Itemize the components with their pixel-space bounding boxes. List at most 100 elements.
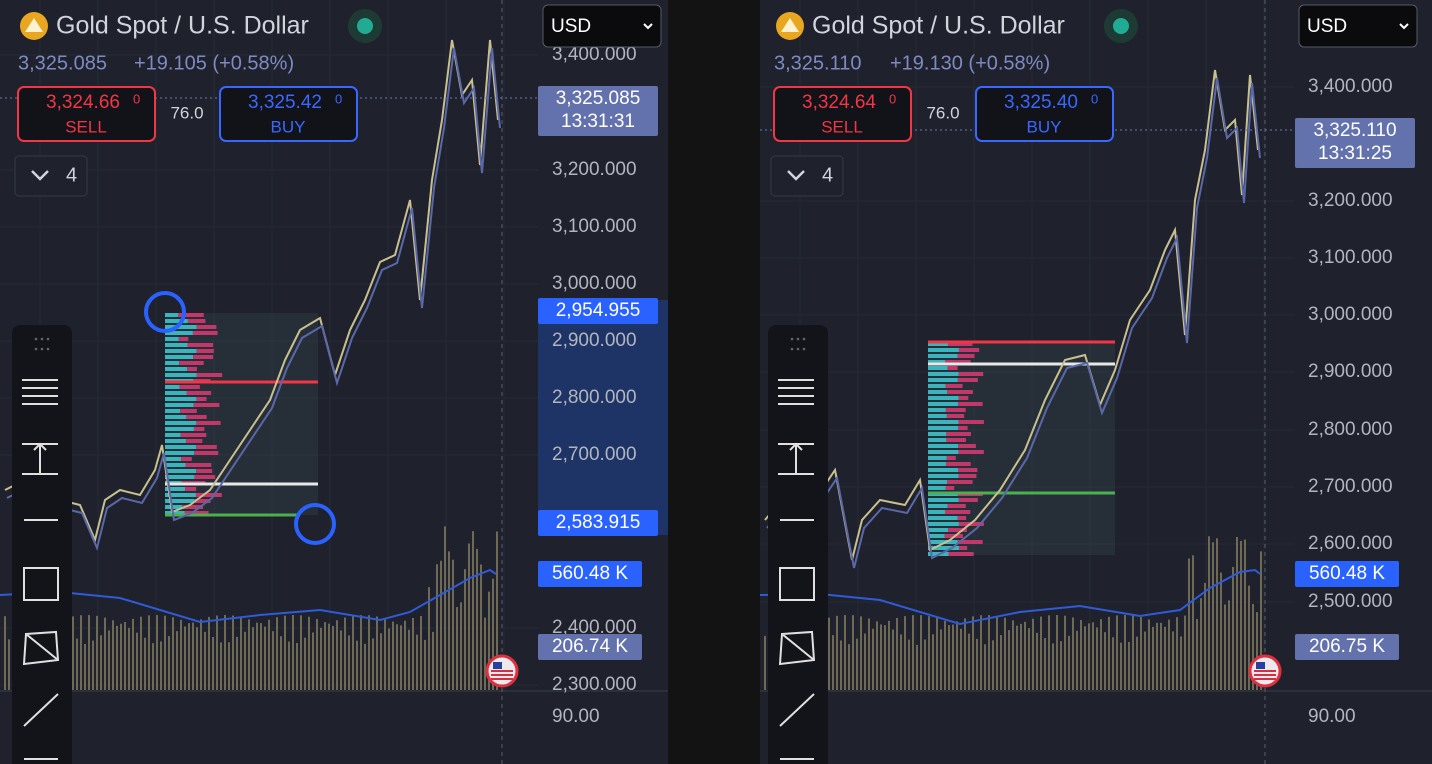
profile-row <box>196 373 223 377</box>
buy-label: BUY <box>271 117 306 136</box>
range-handle[interactable] <box>294 503 336 545</box>
profile-row <box>194 451 219 455</box>
toolbar-grip <box>796 347 800 351</box>
volume-tag <box>1295 634 1399 660</box>
profile-row <box>928 438 947 442</box>
price-tag-value: 3,325.110 <box>1313 120 1396 141</box>
profile-row <box>165 331 193 335</box>
buy-button[interactable] <box>975 86 1114 142</box>
profile-row <box>948 528 967 532</box>
axis-label: 3,000.000 <box>1308 304 1393 325</box>
profile-row <box>181 457 192 461</box>
currency-select[interactable] <box>1298 4 1418 48</box>
profile-row <box>187 367 197 371</box>
sell-label: SELL <box>65 117 107 136</box>
profile-row <box>165 421 197 425</box>
profile-row <box>165 409 181 413</box>
profile-row <box>928 474 959 478</box>
price-candles-shade <box>766 77 1261 569</box>
event-flag-stripe <box>1254 678 1276 680</box>
profile-row <box>196 349 214 353</box>
tool-fib[interactable] <box>22 379 58 405</box>
profile-row <box>928 486 946 490</box>
buy-button[interactable] <box>219 86 358 142</box>
profile-row <box>194 475 216 479</box>
axis-label: 3,000.000 <box>552 273 637 294</box>
drawing-toolbar <box>768 325 828 764</box>
profile-row <box>165 499 195 503</box>
profile-row <box>187 343 214 347</box>
axis-label: 90.00 <box>552 706 600 727</box>
profile-row <box>948 342 973 346</box>
volume-tag <box>538 561 642 587</box>
axis-label: 2,400.000 <box>552 617 637 638</box>
tool-fib[interactable] <box>778 379 814 405</box>
profile-row <box>186 415 207 419</box>
tool-position[interactable] <box>778 442 814 475</box>
profile-row <box>178 337 189 341</box>
profile-row <box>945 510 971 514</box>
axis-label: 2,600.000 <box>1308 533 1393 554</box>
profile-row <box>958 426 968 430</box>
profile-row <box>181 505 203 509</box>
quote-price: 3,325.110 <box>774 52 862 74</box>
drawing-toolbar <box>12 325 72 764</box>
range-tag-value: 2,954.955 <box>556 300 641 321</box>
chart-panel: 3,400.000 3,200.000 3,100.000 3,000.000 2,90… <box>759 0 1432 764</box>
profile-row <box>957 516 967 520</box>
sell-button[interactable] <box>773 86 912 142</box>
profile-row <box>165 415 187 419</box>
profile-row <box>185 439 203 443</box>
buy-pip: 0 <box>1091 91 1098 106</box>
axis-label: 2,900.000 <box>552 330 637 351</box>
volume-average <box>759 568 1261 626</box>
profile-row <box>958 498 978 502</box>
range-handle[interactable] <box>144 291 186 333</box>
profile-row <box>928 444 959 448</box>
profile-row <box>928 384 946 388</box>
currency-label: USD <box>551 16 591 37</box>
price-tag-time: 13:31:25 <box>1318 143 1392 164</box>
layers-button[interactable] <box>770 155 844 197</box>
sell-button[interactable] <box>17 86 156 142</box>
profile-row <box>196 421 221 425</box>
tool-rectangle[interactable] <box>779 567 815 601</box>
profile-row <box>180 409 197 413</box>
profile-row <box>948 552 974 556</box>
axis-label: 2,300.000 <box>552 674 637 695</box>
event-flag-canton <box>493 662 502 669</box>
tool-polygon[interactable] <box>22 630 60 666</box>
symbol-logo-mark <box>25 18 43 32</box>
profile-row <box>165 403 194 407</box>
axis-label: 3,400.000 <box>552 44 637 65</box>
price-candles <box>764 69 1259 561</box>
profile-row <box>958 444 976 448</box>
profile-row <box>947 390 973 394</box>
profile-row <box>928 498 959 502</box>
range-tag <box>538 298 658 324</box>
profile-row <box>947 504 966 508</box>
quote-change: +19.130 (+0.58%) <box>890 52 1050 74</box>
tool-position[interactable] <box>22 442 58 475</box>
tool-trend-line[interactable] <box>779 693 815 727</box>
axis-label: 2,700.000 <box>552 444 637 465</box>
profile-row <box>928 354 958 358</box>
profile-row <box>165 493 196 497</box>
tool-trend-line[interactable] <box>23 693 59 727</box>
tool-polygon[interactable] <box>778 630 816 666</box>
profile-row <box>165 505 182 509</box>
currency-select[interactable] <box>542 4 662 48</box>
buy-price: 3,325.42 <box>248 92 322 113</box>
profile-row <box>178 313 204 317</box>
axis-label: 3,100.000 <box>1308 247 1393 268</box>
profile-row <box>958 348 980 352</box>
event-flag-stripe <box>1254 670 1276 672</box>
profile-row <box>179 385 200 389</box>
tool-rectangle[interactable] <box>23 567 59 601</box>
profile-row <box>165 325 197 329</box>
toolbar-grip <box>802 347 806 351</box>
layers-button[interactable] <box>14 155 88 197</box>
profile-row <box>928 462 946 466</box>
profile-row <box>946 414 965 418</box>
toolbar-grip <box>40 337 44 341</box>
